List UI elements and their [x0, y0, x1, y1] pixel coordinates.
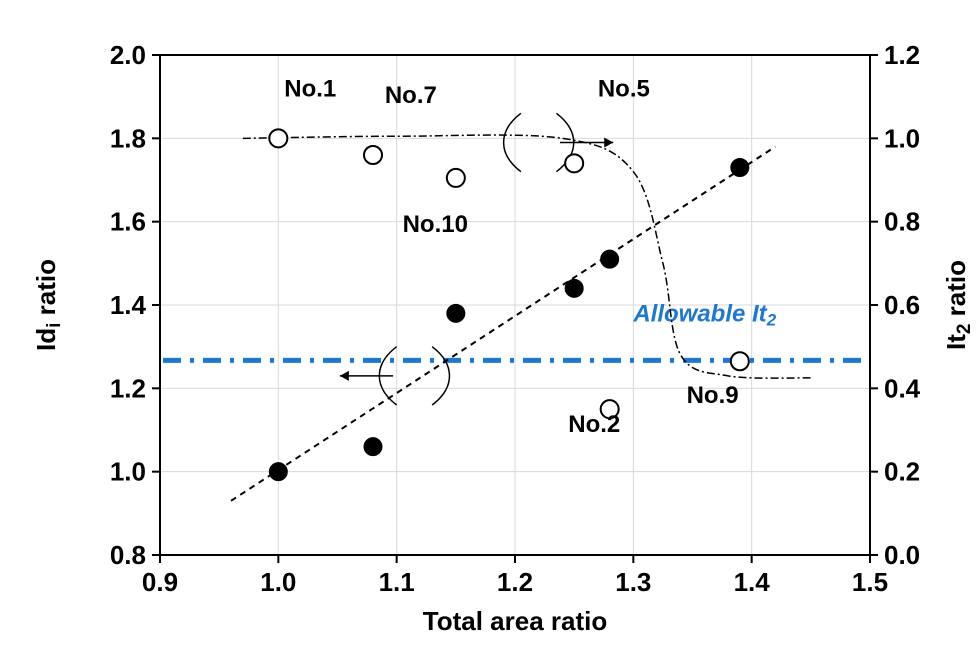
- svg-text:2.0: 2.0: [110, 40, 146, 70]
- svg-text:1.2: 1.2: [884, 40, 920, 70]
- svg-text:1.0: 1.0: [110, 457, 146, 487]
- svg-text:No.5: No.5: [598, 76, 650, 103]
- svg-text:1.8: 1.8: [110, 123, 146, 153]
- svg-text:0.6: 0.6: [884, 290, 920, 320]
- svg-text:1.1: 1.1: [379, 567, 415, 597]
- svg-text:0.4: 0.4: [884, 373, 921, 403]
- svg-text:Idi ratio: Idi ratio: [31, 259, 65, 351]
- svg-text:No.10: No.10: [403, 211, 468, 238]
- svg-text:0.8: 0.8: [110, 540, 146, 570]
- svg-text:1.0: 1.0: [260, 567, 296, 597]
- svg-text:1.3: 1.3: [615, 567, 651, 597]
- dual-axis-scatter-chart: 0.9 1.0 1.1 1.2 1.3 1.4 1.5 0.8 1.0 1.2 1.4 1.6 1.8 2…: [0, 0, 979, 669]
- svg-text:1.0: 1.0: [884, 123, 920, 153]
- svg-text:It2 ratio: It2 ratio: [941, 260, 975, 350]
- svg-text:No.2: No.2: [568, 411, 620, 438]
- svg-text:0.0: 0.0: [884, 540, 920, 570]
- chart-container: 0.9 1.0 1.1 1.2 1.3 1.4 1.5 0.8 1.0 1.2 1.4 1.6 1.8 2…: [0, 0, 979, 669]
- svg-text:1.4: 1.4: [734, 567, 771, 597]
- svg-text:No.9: No.9: [687, 382, 739, 409]
- svg-text:No.1: No.1: [284, 76, 336, 103]
- svg-text:0.8: 0.8: [884, 207, 920, 237]
- svg-text:0.9: 0.9: [142, 567, 178, 597]
- svg-text:1.6: 1.6: [110, 207, 146, 237]
- svg-text:Total area ratio: Total area ratio: [423, 606, 607, 636]
- svg-text:1.2: 1.2: [110, 373, 146, 403]
- svg-text:No.7: No.7: [385, 82, 437, 109]
- svg-text:Allowable It2: Allowable It2: [632, 301, 776, 330]
- svg-text:1.4: 1.4: [110, 290, 147, 320]
- svg-text:1.2: 1.2: [497, 567, 533, 597]
- svg-text:0.2: 0.2: [884, 457, 920, 487]
- svg-text:1.5: 1.5: [852, 567, 888, 597]
